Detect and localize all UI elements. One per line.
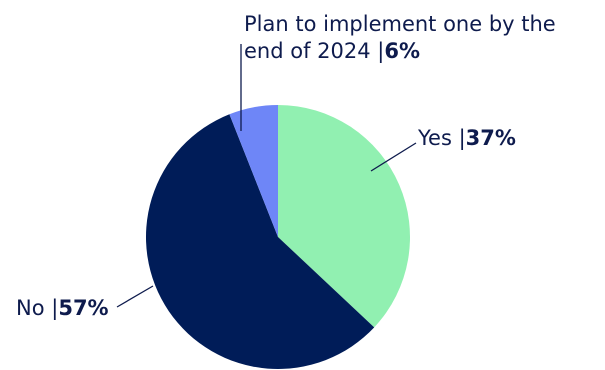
label-yes: Yes |37% xyxy=(417,126,516,151)
leader-no xyxy=(116,285,154,308)
label-yes-sep: | xyxy=(452,126,466,151)
pie-slice-plan xyxy=(229,105,278,237)
pie-slice-no xyxy=(145,114,375,370)
label-plan-name-line2: end of 2024 xyxy=(244,39,371,63)
label-plan-name-line1: Plan to implement one by the xyxy=(244,12,556,36)
label-yes-name: Yes xyxy=(417,126,452,150)
leader-yes xyxy=(370,142,417,172)
label-plan: Plan to implement one by the xyxy=(244,12,556,36)
label-yes-value: 37% xyxy=(466,126,516,150)
label-no-value: 57% xyxy=(58,296,108,320)
label-plan-sep: | xyxy=(371,39,385,64)
label-no-name: No xyxy=(16,296,45,320)
leader-lines xyxy=(116,44,417,308)
label-plan-value: 6% xyxy=(384,39,420,63)
label-no-sep: | xyxy=(45,296,59,321)
pie-slice-yes xyxy=(278,105,410,328)
label-no: No |57% xyxy=(16,296,109,321)
label-plan-line2: end of 2024 |6% xyxy=(244,39,420,64)
pie-slices xyxy=(145,105,410,370)
